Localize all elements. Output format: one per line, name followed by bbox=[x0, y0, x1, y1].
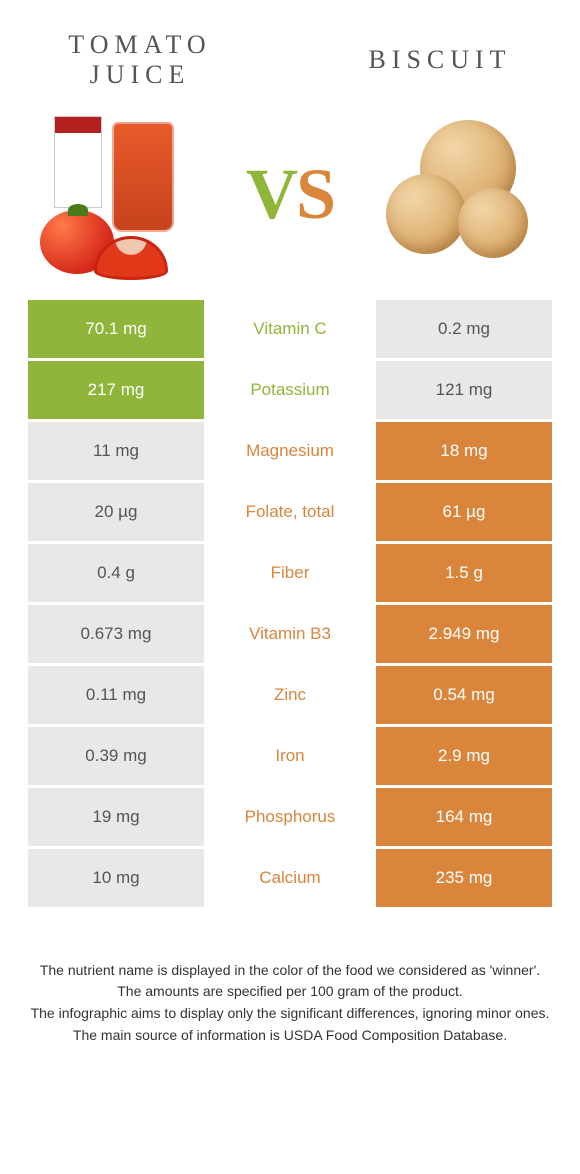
left-value-cell: 11 mg bbox=[28, 422, 204, 480]
nutrient-row: 0.4 gFiber1.5 g bbox=[28, 544, 552, 602]
right-food-title: Biscuit bbox=[340, 45, 540, 75]
nutrient-row: 20 µgFolate, total61 µg bbox=[28, 483, 552, 541]
nutrient-name-cell: Potassium bbox=[204, 361, 376, 419]
footnote-line: The infographic aims to display only the… bbox=[30, 1003, 550, 1025]
nutrient-name-cell: Vitamin C bbox=[204, 300, 376, 358]
right-value-cell: 61 µg bbox=[376, 483, 552, 541]
nutrient-row: 217 mgPotassium121 mg bbox=[28, 361, 552, 419]
right-value-cell: 18 mg bbox=[376, 422, 552, 480]
right-value-cell: 2.9 mg bbox=[376, 727, 552, 785]
left-value-cell: 0.11 mg bbox=[28, 666, 204, 724]
vs-s: S bbox=[296, 154, 334, 234]
left-value-cell: 0.39 mg bbox=[28, 727, 204, 785]
nutrient-row: 70.1 mgVitamin C0.2 mg bbox=[28, 300, 552, 358]
nutrient-name-cell: Vitamin B3 bbox=[204, 605, 376, 663]
nutrient-name-cell: Fiber bbox=[204, 544, 376, 602]
nutrient-name-cell: Folate, total bbox=[204, 483, 376, 541]
nutrient-row: 11 mgMagnesium18 mg bbox=[28, 422, 552, 480]
nutrient-row: 0.39 mgIron2.9 mg bbox=[28, 727, 552, 785]
footnote-line: The amounts are specified per 100 gram o… bbox=[30, 981, 550, 1003]
left-food-title-line1: Tomato bbox=[68, 30, 211, 59]
nutrient-row: 0.11 mgZinc0.54 mg bbox=[28, 666, 552, 724]
vs-label: VS bbox=[246, 153, 334, 236]
left-food-title-line2: juice bbox=[90, 60, 191, 89]
left-value-cell: 19 mg bbox=[28, 788, 204, 846]
nutrient-name-cell: Phosphorus bbox=[204, 788, 376, 846]
right-value-cell: 1.5 g bbox=[376, 544, 552, 602]
left-value-cell: 0.4 g bbox=[28, 544, 204, 602]
tomato-juice-image bbox=[40, 110, 210, 280]
nutrient-row: 19 mgPhosphorus164 mg bbox=[28, 788, 552, 846]
footnote-line: The nutrient name is displayed in the co… bbox=[30, 960, 550, 982]
nutrient-row: 10 mgCalcium235 mg bbox=[28, 849, 552, 907]
right-value-cell: 0.54 mg bbox=[376, 666, 552, 724]
right-value-cell: 164 mg bbox=[376, 788, 552, 846]
nutrient-comparison-table: 70.1 mgVitamin C0.2 mg217 mgPotassium121… bbox=[0, 300, 580, 907]
left-value-cell: 20 µg bbox=[28, 483, 204, 541]
footnotes: The nutrient name is displayed in the co… bbox=[0, 910, 580, 1047]
nutrient-name-cell: Magnesium bbox=[204, 422, 376, 480]
left-value-cell: 70.1 mg bbox=[28, 300, 204, 358]
right-value-cell: 235 mg bbox=[376, 849, 552, 907]
biscuit-image bbox=[370, 110, 540, 280]
left-value-cell: 217 mg bbox=[28, 361, 204, 419]
right-value-cell: 0.2 mg bbox=[376, 300, 552, 358]
images-row: VS bbox=[0, 100, 580, 300]
header: Tomato juice Biscuit bbox=[0, 0, 580, 100]
left-food-title: Tomato juice bbox=[40, 30, 240, 90]
left-value-cell: 0.673 mg bbox=[28, 605, 204, 663]
nutrient-name-cell: Calcium bbox=[204, 849, 376, 907]
right-value-cell: 2.949 mg bbox=[376, 605, 552, 663]
footnote-line: The main source of information is USDA F… bbox=[30, 1025, 550, 1047]
nutrient-name-cell: Iron bbox=[204, 727, 376, 785]
nutrient-name-cell: Zinc bbox=[204, 666, 376, 724]
right-value-cell: 121 mg bbox=[376, 361, 552, 419]
left-value-cell: 10 mg bbox=[28, 849, 204, 907]
vs-v: V bbox=[246, 154, 296, 234]
nutrient-row: 0.673 mgVitamin B32.949 mg bbox=[28, 605, 552, 663]
